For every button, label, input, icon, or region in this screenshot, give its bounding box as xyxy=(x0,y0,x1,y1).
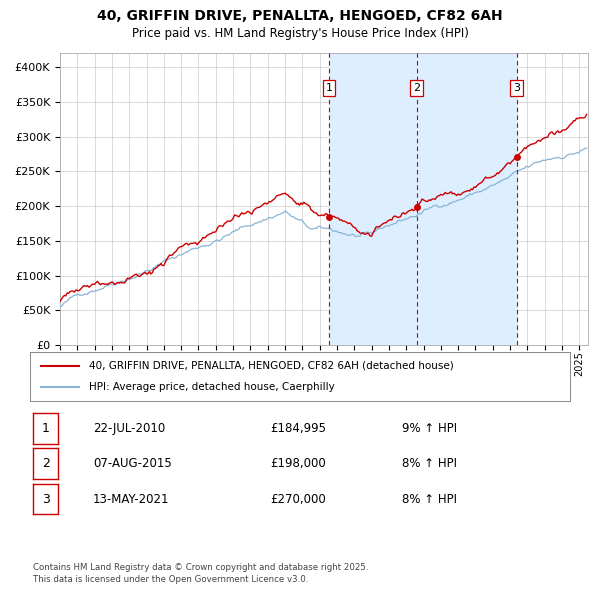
Text: Price paid vs. HM Land Registry's House Price Index (HPI): Price paid vs. HM Land Registry's House … xyxy=(131,27,469,40)
Text: 8% ↑ HPI: 8% ↑ HPI xyxy=(402,457,457,470)
Text: 13-MAY-2021: 13-MAY-2021 xyxy=(93,493,170,506)
Text: 3: 3 xyxy=(41,493,50,506)
Text: £184,995: £184,995 xyxy=(270,422,326,435)
Text: 22-JUL-2010: 22-JUL-2010 xyxy=(93,422,165,435)
Text: HPI: Average price, detached house, Caerphilly: HPI: Average price, detached house, Caer… xyxy=(89,382,335,392)
Text: Contains HM Land Registry data © Crown copyright and database right 2025.: Contains HM Land Registry data © Crown c… xyxy=(33,563,368,572)
Text: £198,000: £198,000 xyxy=(270,457,326,470)
Text: 07-AUG-2015: 07-AUG-2015 xyxy=(93,457,172,470)
Text: 2: 2 xyxy=(413,83,420,93)
Text: £270,000: £270,000 xyxy=(270,493,326,506)
Text: 1: 1 xyxy=(41,422,50,435)
Text: 2: 2 xyxy=(41,457,50,470)
Text: 40, GRIFFIN DRIVE, PENALLTA, HENGOED, CF82 6AH: 40, GRIFFIN DRIVE, PENALLTA, HENGOED, CF… xyxy=(97,9,503,23)
Text: 9% ↑ HPI: 9% ↑ HPI xyxy=(402,422,457,435)
Text: 3: 3 xyxy=(513,83,520,93)
Text: 1: 1 xyxy=(326,83,332,93)
Text: 8% ↑ HPI: 8% ↑ HPI xyxy=(402,493,457,506)
Text: This data is licensed under the Open Government Licence v3.0.: This data is licensed under the Open Gov… xyxy=(33,575,308,584)
Bar xyxy=(329,53,517,345)
Text: 40, GRIFFIN DRIVE, PENALLTA, HENGOED, CF82 6AH (detached house): 40, GRIFFIN DRIVE, PENALLTA, HENGOED, CF… xyxy=(89,361,454,371)
